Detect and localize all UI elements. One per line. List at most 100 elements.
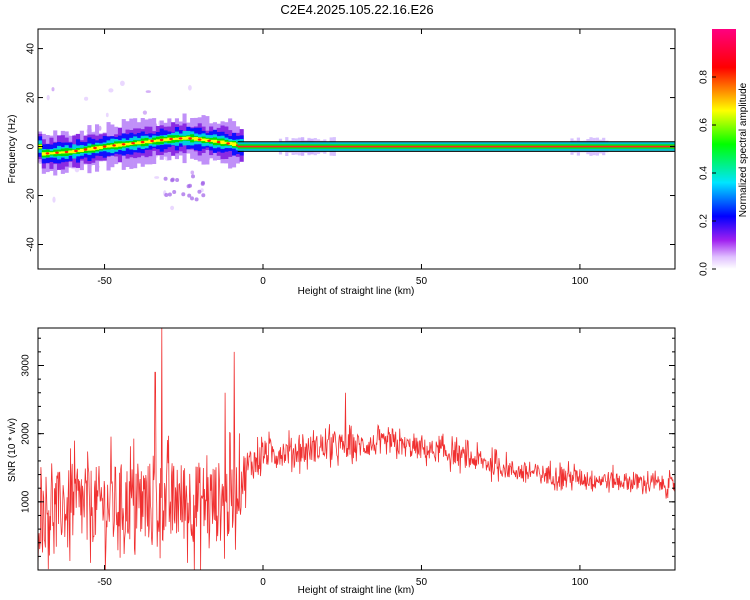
band-cell [171, 137, 176, 141]
noise-blob [190, 170, 195, 175]
ridge-peak [121, 143, 126, 146]
ridge-peak [45, 152, 50, 155]
noise-blob [170, 205, 175, 211]
band-cell [174, 137, 179, 140]
noise-blob [191, 174, 195, 179]
colorbar-tick-label: 0.2 [699, 214, 710, 228]
band-cell [53, 151, 58, 155]
band-cell [95, 146, 100, 150]
snr-marks [38, 328, 675, 570]
noise-blob [142, 110, 147, 115]
band-cell [41, 152, 46, 156]
band-cell [144, 140, 149, 144]
snr-ticks: -50 0 50 100 1000 2000 3000 [21, 328, 675, 588]
band-cell [201, 138, 206, 142]
x-tick-label: -50 [97, 577, 112, 588]
ridge-peak [216, 140, 221, 144]
band-cell [190, 137, 195, 140]
noise-blob [108, 88, 114, 93]
band-cell [224, 141, 229, 144]
noise-blob [154, 176, 160, 179]
noise-blob [105, 112, 109, 118]
noise-blob [201, 193, 206, 198]
band-cell [110, 144, 115, 148]
x-tick-label: 50 [416, 276, 428, 287]
ridge-peak [102, 145, 107, 148]
band-cell [49, 152, 54, 155]
ridge-peak [197, 138, 202, 141]
band-cell [91, 146, 96, 151]
noise-blob [197, 189, 202, 194]
noise-blob [188, 85, 192, 91]
noise-blob [175, 178, 180, 182]
noise-blob [172, 190, 177, 194]
noise-blob [98, 125, 102, 131]
band-cell [98, 145, 103, 150]
y-tick-label: 1000 [21, 490, 32, 513]
noise-blob [181, 192, 186, 197]
chart-title: C2E4.2025.105.22.16.E26 [280, 2, 433, 17]
x-tick-label: 50 [416, 577, 428, 588]
noise-blob [190, 196, 194, 201]
colorbar: 0.0 0.2 0.4 0.6 0.8 Normalized spectral ampl… [699, 29, 749, 276]
band-cell [186, 136, 191, 140]
band-cell [129, 142, 134, 145]
noise-blob [145, 90, 151, 93]
flat-band [237, 145, 675, 148]
band-cell [106, 145, 111, 148]
band-cell [68, 150, 73, 154]
y-tick-label: 40 [26, 43, 37, 55]
y-tick-label: -40 [26, 237, 37, 252]
spectrogram-panel: -50 0 50 100 -40 -20 0 20 40 Height of straight … [7, 28, 676, 297]
band-cell [163, 138, 168, 142]
band-cell [125, 142, 130, 146]
band-cell [136, 141, 141, 145]
x-tick-label: 0 [260, 577, 266, 588]
spectrogram-xlabel: Height of straight line (km) [298, 286, 415, 297]
band-cell [114, 143, 119, 148]
x-tick-label: 0 [260, 276, 266, 287]
band-cell [60, 151, 65, 154]
band-cell [148, 139, 153, 144]
band-cell [212, 139, 217, 143]
ridge-peak [150, 139, 154, 143]
noise-blob [163, 176, 168, 181]
noise-blob [170, 178, 175, 183]
noise-blob [188, 183, 192, 188]
noise-blob [46, 94, 50, 101]
ridge-peak [131, 142, 135, 145]
noise-blob [194, 197, 199, 202]
ridge-peak [93, 146, 97, 150]
y-tick-label: -20 [26, 188, 37, 203]
ridge-peak [226, 142, 230, 145]
snr-xlabel: Height of straight line (km) [298, 585, 415, 596]
y-tick-label: 0 [26, 143, 37, 149]
ridge-peak [112, 144, 116, 147]
band-cell [72, 149, 77, 154]
colorbar-label: Normalized spectral amplitude [738, 82, 749, 217]
snr-ylabel: SNR (10 * v/v) [7, 418, 18, 482]
band-cell [182, 136, 187, 140]
noise-blob [51, 87, 55, 92]
spectrogram-ticks: -50 0 50 100 -40 -20 0 20 40 [26, 29, 675, 287]
band-cell [232, 142, 237, 147]
band-cell [152, 139, 157, 143]
band-cell [79, 148, 84, 152]
ridge-peak [178, 137, 183, 140]
band-cell [193, 137, 198, 141]
band-cell [228, 141, 233, 146]
colorbar-ticks: 0.0 0.2 0.4 0.6 0.8 [699, 70, 716, 276]
noise-blob [52, 196, 56, 203]
colorbar-tick-label: 0.6 [699, 118, 710, 132]
ridge-peak [159, 138, 164, 142]
band-cell [220, 140, 225, 145]
band-cell [205, 138, 210, 142]
noise-blob [187, 193, 192, 198]
spectrogram-marks [38, 80, 675, 211]
snr-series-line [38, 328, 675, 570]
ridge-peak [140, 140, 145, 144]
y-tick-label: 3000 [21, 354, 32, 377]
y-tick-label: 2000 [21, 422, 32, 445]
band-cell [209, 139, 214, 142]
